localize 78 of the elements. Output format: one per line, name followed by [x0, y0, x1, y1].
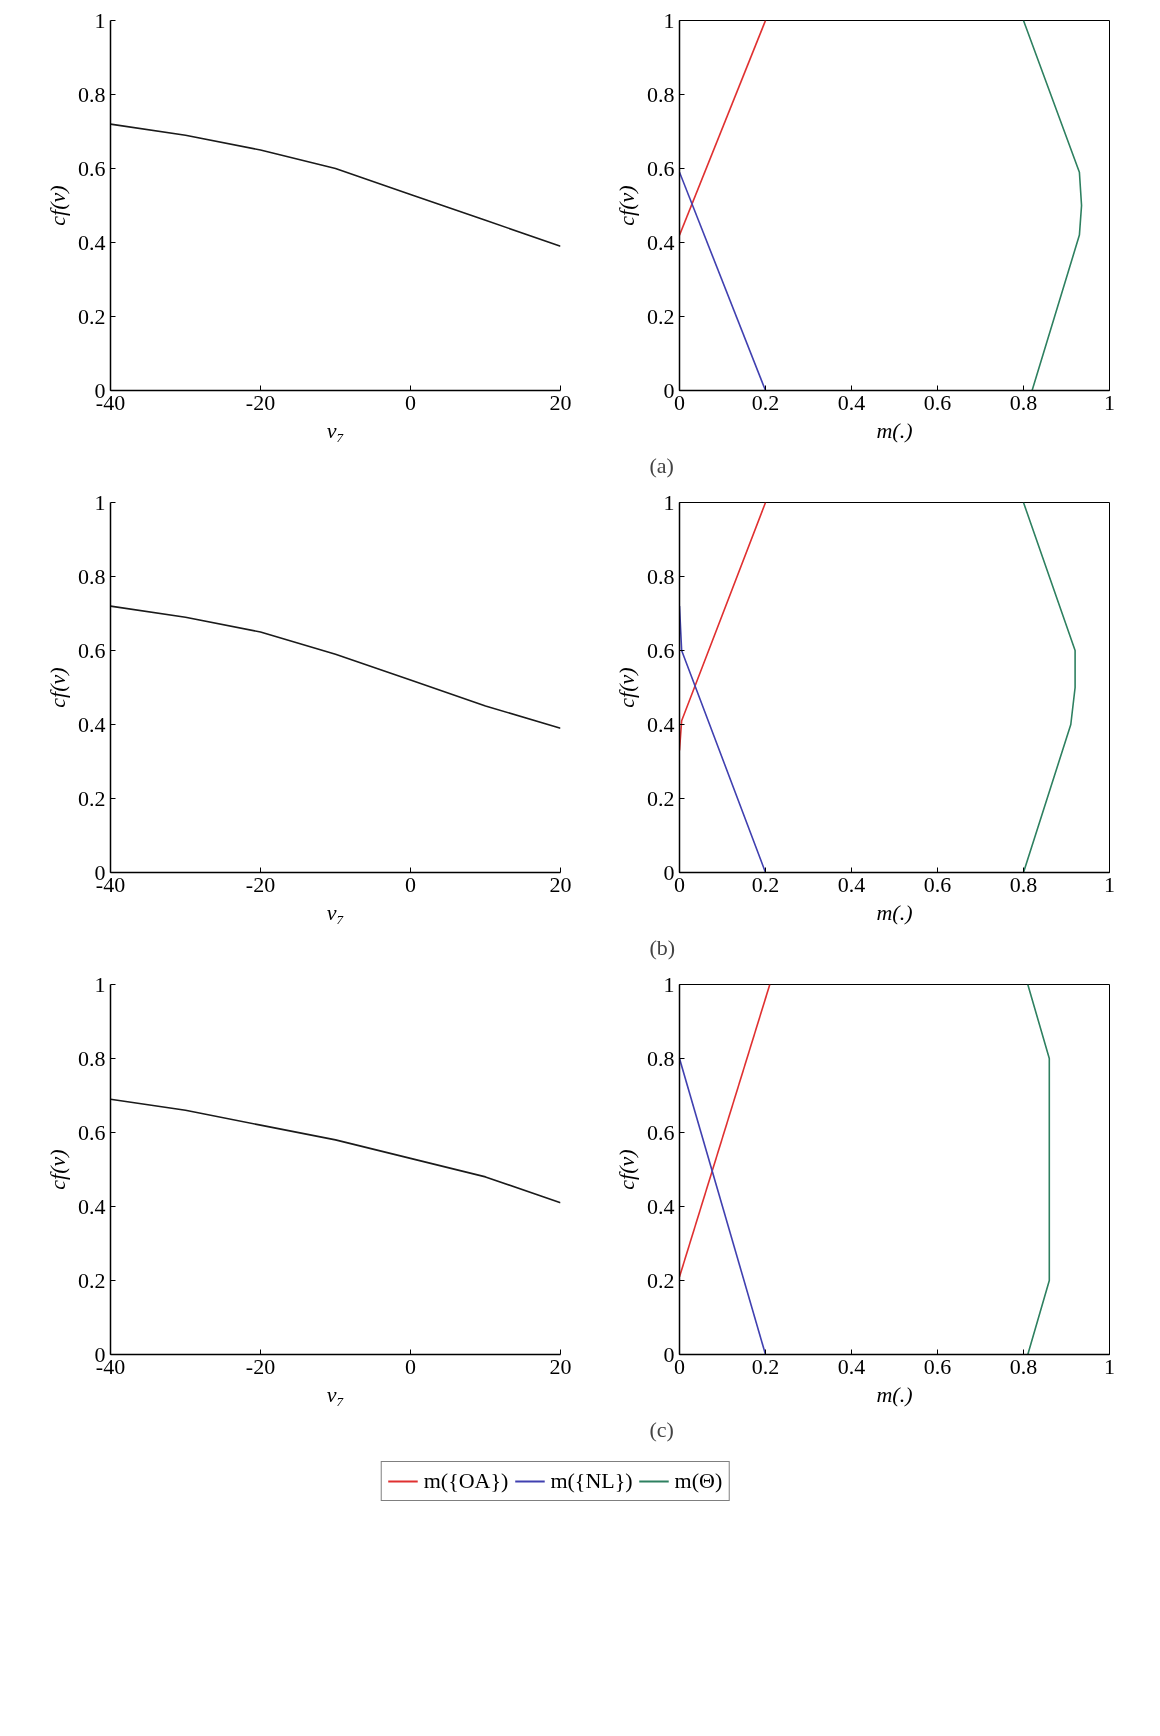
y-axis-title: cf(v) [45, 667, 70, 708]
x-tick-label: 0 [405, 871, 416, 897]
x-tick-label: 0.2 [751, 389, 780, 415]
x-tick-label: 0.8 [1009, 389, 1038, 415]
x-tick-label: 0 [405, 389, 416, 415]
text: (c) [649, 1416, 674, 1442]
y-tick-label: 0.4 [78, 229, 106, 255]
x-tick-label: 0.6 [923, 871, 952, 897]
y-tick-label: 1 [663, 7, 675, 33]
x-tick-label: 0.4 [837, 871, 866, 897]
x-axis-title: v₇ [326, 899, 345, 925]
x-tick-label: 0 [405, 1353, 416, 1379]
x-tick-label: 1 [1104, 871, 1115, 897]
y-tick-label: 0.2 [78, 1267, 106, 1293]
x-tick-label: 0.2 [751, 1353, 780, 1379]
x-tick-label: 0.6 [923, 1353, 952, 1379]
x-tick-label: 0.2 [751, 871, 780, 897]
x-tick-label: 20 [549, 871, 572, 897]
y-tick-label: 1 [663, 489, 675, 515]
line-series [110, 1098, 561, 1204]
line-series [1022, 20, 1083, 391]
y-axis-title: cf(v) [45, 185, 70, 226]
y-tick-label: 0.6 [647, 1119, 675, 1145]
y-tick-label: 0.2 [647, 303, 675, 329]
y-tick-label: 0.4 [78, 711, 106, 737]
y-tick-label: 0.8 [647, 81, 675, 107]
y-tick-label: 0.4 [78, 1193, 106, 1219]
x-tick-label: -20 [245, 389, 276, 415]
y-tick-label: 0.6 [647, 155, 675, 181]
y-tick-label: 0.4 [647, 229, 675, 255]
x-tick-label: 0.8 [1009, 1353, 1038, 1379]
y-tick-label: 0.4 [647, 711, 675, 737]
text: (a) [649, 452, 674, 478]
x-tick-label: 0.8 [1009, 871, 1038, 897]
y-tick-label: 0.8 [647, 1045, 675, 1071]
x-tick-label: 0.4 [837, 389, 866, 415]
y-tick-label: 0.2 [647, 785, 675, 811]
y-tick-label: 0.8 [78, 1045, 106, 1071]
y-tick-label: 0.8 [647, 563, 675, 589]
x-axis-title: v₇ [326, 417, 345, 443]
y-tick-label: 0.8 [78, 563, 106, 589]
y-tick-label: 1 [94, 971, 106, 997]
legend-label: m({NL}) [550, 1468, 633, 1494]
x-tick-label: 0.6 [923, 389, 952, 415]
y-axis-title: cf(v) [614, 1149, 639, 1190]
legend-label: m({OA}) [423, 1468, 509, 1494]
y-tick-label: 1 [663, 971, 675, 997]
y-tick-label: 0.2 [78, 785, 106, 811]
y-tick-label: 0.2 [78, 303, 106, 329]
x-tick-label: 1 [1104, 389, 1115, 415]
y-tick-label: 0.2 [647, 1267, 675, 1293]
x-tick-label: -20 [245, 871, 276, 897]
y-tick-label: 0.6 [78, 1119, 106, 1145]
y-tick-label: 0.6 [647, 637, 675, 663]
x-axis-title: m(.) [876, 899, 913, 925]
x-axis-title: v₇ [326, 1381, 345, 1407]
y-axis-title: cf(v) [614, 185, 639, 226]
x-tick-label: 20 [549, 389, 572, 415]
x-tick-label: -20 [245, 1353, 276, 1379]
y-tick-label: 0.4 [647, 1193, 675, 1219]
line-series [1027, 984, 1051, 1355]
line-series [1022, 502, 1076, 873]
x-tick-label: 0.4 [837, 1353, 866, 1379]
y-tick-label: 0.6 [78, 155, 106, 181]
x-tick-label: 1 [1104, 1353, 1115, 1379]
x-axis-title: m(.) [876, 417, 913, 443]
line-series [110, 123, 561, 247]
y-axis-title: cf(v) [45, 1149, 70, 1190]
line-series [110, 605, 561, 729]
legend-label: m(Θ) [674, 1468, 723, 1494]
x-tick-label: 20 [549, 1353, 572, 1379]
y-axis-title: cf(v) [614, 667, 639, 708]
y-tick-label: 1 [94, 7, 106, 33]
text: (b) [649, 934, 676, 960]
y-tick-label: 1 [94, 489, 106, 515]
x-axis-title: m(.) [876, 1381, 913, 1407]
y-tick-label: 0.6 [78, 637, 106, 663]
y-tick-label: 0.8 [78, 81, 106, 107]
